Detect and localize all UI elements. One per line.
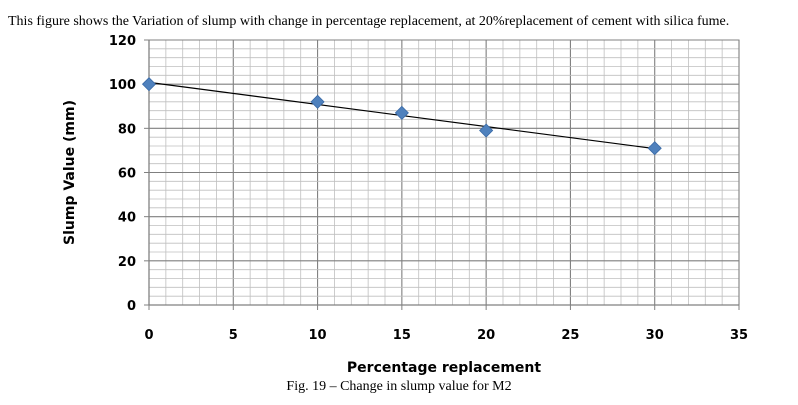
- data-point-diamond: [310, 94, 325, 109]
- x-tick-label: 0: [144, 328, 153, 343]
- data-point-diamond: [141, 77, 157, 92]
- y-tick-label: 80: [118, 122, 136, 137]
- chart-grid: [148, 39, 740, 306]
- x-axis-title: Percentage replacement: [347, 360, 541, 376]
- figure-caption: Fig. 19 – Change in slump value for M2: [286, 379, 512, 394]
- x-tick-label: 35: [730, 328, 748, 343]
- chart-points: [141, 77, 662, 156]
- y-tick-label: 40: [118, 211, 136, 226]
- y-tick-label: 120: [109, 34, 136, 49]
- x-tick-label: 15: [393, 328, 411, 343]
- x-tick-label: 10: [309, 328, 327, 343]
- y-axis-title: Slump Value (mm): [62, 100, 78, 245]
- y-tick-label: 60: [118, 167, 136, 182]
- data-point-diamond: [647, 141, 662, 156]
- y-tick-label: 20: [118, 255, 136, 270]
- x-tick-label: 20: [477, 328, 495, 343]
- y-tick-label: 0: [127, 299, 136, 314]
- data-point-diamond: [479, 123, 494, 138]
- x-tick-label: 25: [561, 328, 579, 343]
- intro-text: This figure shows the Variation of slump…: [8, 14, 730, 29]
- x-tick-label: 5: [229, 328, 238, 343]
- chart-tick-labels: 0 20 40 60 80 100 120 0 5 10 15 20 25 30 35: [109, 34, 748, 343]
- x-tick-label: 30: [646, 328, 664, 343]
- y-tick-label: 100: [109, 78, 136, 93]
- data-point-diamond: [394, 105, 409, 120]
